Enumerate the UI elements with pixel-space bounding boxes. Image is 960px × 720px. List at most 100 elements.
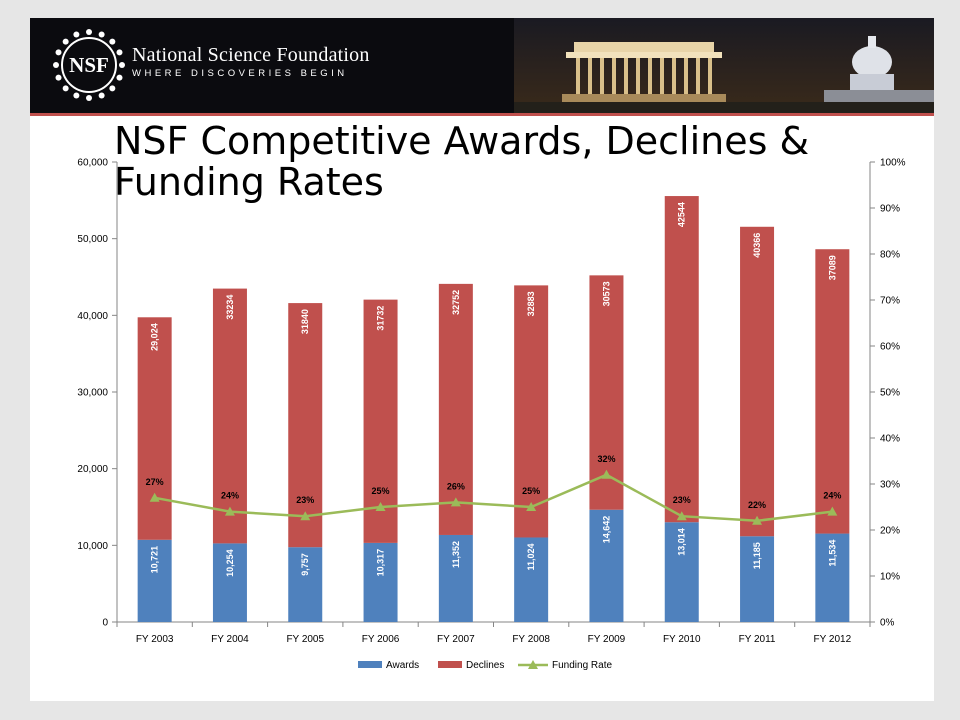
legend-awards-label: Awards	[386, 660, 419, 671]
x-tick-label: FY 2004	[211, 634, 249, 645]
funding-rate-marker	[450, 497, 461, 507]
awards-data-label: 9,757	[300, 553, 310, 576]
declines-bar	[137, 317, 172, 540]
right-tick-label: 0%	[880, 618, 895, 629]
awards-bar	[137, 539, 172, 622]
awards-bar	[815, 533, 850, 622]
legend-declines-swatch	[438, 661, 462, 668]
declines-data-label: 30573	[601, 281, 611, 306]
legend-funding-rate-marker	[528, 660, 538, 669]
right-tick-label: 80%	[880, 250, 900, 261]
awards-data-label: 11,024	[526, 543, 536, 570]
legend-awards-swatch	[358, 661, 382, 668]
legend-funding-rate-label: Funding Rate	[552, 660, 612, 671]
funding-rate-marker	[300, 511, 311, 521]
right-tick-label: 90%	[880, 204, 900, 215]
declines-data-label: 32752	[451, 290, 461, 315]
funding-rate-data-label: 27%	[146, 477, 164, 487]
x-tick-label: FY 2011	[739, 634, 776, 645]
left-tick-label: 60,000	[77, 158, 108, 169]
slide: NSF National Science Foundation WHERE DI…	[30, 18, 934, 701]
left-tick-label: 0	[102, 618, 108, 629]
right-tick-label: 40%	[880, 434, 900, 445]
declines-bar	[438, 283, 473, 535]
funding-rate-marker	[601, 469, 612, 479]
right-tick-label: 20%	[880, 526, 900, 537]
right-tick-label: 100%	[880, 158, 906, 169]
organization-name: National Science Foundation	[132, 44, 370, 66]
declines-data-label: 29,024	[150, 323, 160, 351]
header-banner: NSF National Science Foundation WHERE DI…	[30, 18, 934, 113]
awards-data-label: 10,317	[376, 549, 386, 577]
funding-rate-data-label: 24%	[823, 491, 841, 501]
funding-rate-marker	[676, 511, 687, 521]
awards-bar	[740, 536, 775, 622]
x-tick-label: FY 2003	[136, 634, 174, 645]
declines-data-label: 32883	[526, 291, 536, 316]
x-tick-label: FY 2012	[814, 634, 852, 645]
right-tick-label: 70%	[880, 296, 900, 307]
x-tick-label: FY 2010	[663, 634, 701, 645]
funding-rate-marker	[375, 502, 386, 511]
funding-rate-marker	[827, 506, 838, 516]
declines-bar	[212, 288, 247, 544]
x-tick-label: FY 2005	[286, 634, 324, 645]
awards-data-label: 14,642	[601, 516, 611, 544]
declines-data-label: 31840	[300, 309, 310, 334]
awards-data-label: 10,721	[150, 546, 160, 574]
awards-data-label: 11,185	[752, 542, 762, 569]
x-tick-label: FY 2007	[437, 634, 475, 645]
awards-data-label: 13,014	[677, 528, 687, 556]
awards-bar	[514, 537, 549, 622]
awards-data-label: 11,534	[827, 540, 837, 567]
declines-data-label: 33234	[225, 295, 235, 320]
x-tick-label: FY 2006	[362, 634, 400, 645]
legend-declines-label: Declines	[466, 660, 504, 671]
funding-rate-marker	[526, 502, 537, 511]
awards-bar	[664, 522, 699, 622]
declines-data-label: 31732	[376, 306, 386, 331]
awards-data-label: 11,352	[451, 541, 461, 568]
funding-rate-data-label: 26%	[447, 481, 465, 491]
awards-data-label: 10,254	[225, 549, 235, 577]
funding-rate-marker	[149, 492, 160, 502]
left-tick-label: 10,000	[77, 541, 108, 552]
left-tick-label: 20,000	[77, 464, 108, 475]
awards-bar	[363, 542, 398, 622]
funding-rate-data-label: 22%	[748, 500, 766, 510]
awards-bar	[589, 509, 624, 622]
funding-rate-data-label: 32%	[597, 454, 615, 464]
monument-photo	[514, 18, 934, 113]
right-tick-label: 50%	[880, 388, 900, 399]
right-tick-label: 60%	[880, 342, 900, 353]
slide-title: NSF Competitive Awards, Declines & Fundi…	[114, 119, 810, 204]
declines-bar	[664, 196, 699, 523]
funding-rate-marker	[224, 506, 235, 516]
declines-bar	[288, 303, 323, 548]
funding-rate-data-label: 24%	[221, 491, 239, 501]
organization-tagline: WHERE DISCOVERIES BEGIN	[132, 68, 348, 79]
right-tick-label: 10%	[880, 572, 900, 583]
declines-bar	[815, 249, 850, 534]
awards-bar	[288, 547, 323, 622]
declines-bar	[740, 226, 775, 537]
funding-rate-marker	[752, 515, 763, 525]
x-tick-label: FY 2008	[512, 634, 550, 645]
left-tick-label: 40,000	[77, 311, 108, 322]
header-divider	[30, 113, 934, 116]
declines-data-label: 42544	[677, 202, 687, 227]
awards-bar	[438, 534, 473, 622]
left-tick-label: 30,000	[77, 388, 108, 399]
funding-rate-line	[154, 473, 833, 523]
funding-rate-data-label: 23%	[296, 495, 314, 505]
x-tick-label: FY 2009	[588, 634, 626, 645]
logo-text: NSF	[69, 53, 109, 77]
declines-bar	[514, 285, 549, 538]
right-tick-label: 30%	[880, 480, 900, 491]
funding-rate-data-label: 23%	[673, 495, 691, 505]
declines-data-label: 37089	[827, 255, 837, 280]
awards-bar	[212, 543, 247, 622]
left-tick-label: 50,000	[77, 234, 108, 245]
funding-rate-data-label: 25%	[522, 486, 540, 496]
